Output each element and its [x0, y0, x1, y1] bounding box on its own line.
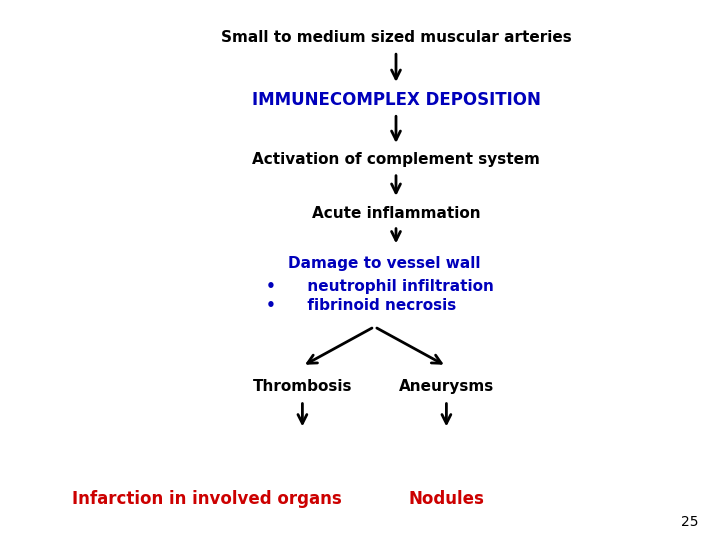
- Text: 25: 25: [681, 515, 698, 529]
- Text: Damage to vessel wall: Damage to vessel wall: [288, 256, 480, 271]
- Text: Nodules: Nodules: [408, 490, 485, 509]
- Text: Activation of complement system: Activation of complement system: [252, 152, 540, 167]
- Text: Infarction in involved organs: Infarction in involved organs: [72, 490, 342, 509]
- Text: •      fibrinoid necrosis: • fibrinoid necrosis: [266, 298, 456, 313]
- Text: Aneurysms: Aneurysms: [399, 379, 494, 394]
- Text: Thrombosis: Thrombosis: [253, 379, 352, 394]
- Text: Small to medium sized muscular arteries: Small to medium sized muscular arteries: [220, 30, 572, 45]
- Text: •      neutrophil infiltration: • neutrophil infiltration: [266, 279, 494, 294]
- Text: Acute inflammation: Acute inflammation: [312, 206, 480, 221]
- Text: IMMUNECOMPLEX DEPOSITION: IMMUNECOMPLEX DEPOSITION: [251, 91, 541, 109]
